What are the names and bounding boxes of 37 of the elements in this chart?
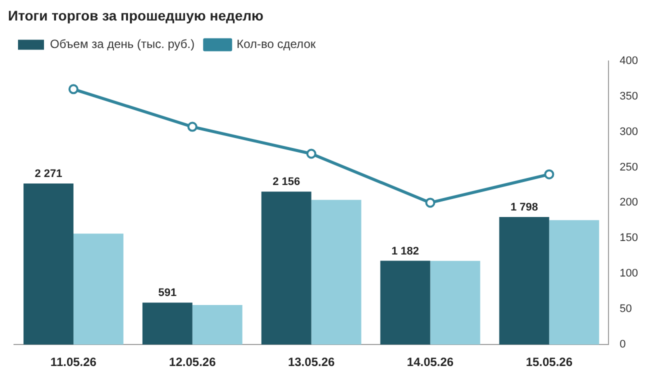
y2-tick-label: 350 [620,90,638,102]
data-label: 1 182 [392,245,420,258]
bar [499,217,550,345]
data-label: 591 [158,287,177,300]
bar [24,183,74,345]
y2-tick-label: 50 [620,303,632,316]
x-tick-label: 12.05.26 [169,355,216,370]
point [187,122,198,132]
y2-tick-label: 0 [620,338,626,351]
point [425,198,436,208]
x-tick-label: 15.05.26 [526,355,573,370]
data-label: 2 156 [272,176,300,188]
x-tick-label: 11.05.26 [50,355,97,370]
y2-tick-label: 300 [620,126,638,138]
bar [311,200,362,345]
data-label: 1 798 [510,202,538,214]
x-tick-label: 14.05.26 [406,355,454,370]
y2-tick-label: 150 [620,232,638,244]
y2-tick-label: 200 [620,196,638,209]
legend-label: Кол-во сделок [236,37,316,52]
y2-tick-label: 100 [620,268,638,280]
point [306,148,316,159]
point [544,169,554,180]
bar [73,234,124,345]
bar [380,260,430,345]
bar [430,260,480,345]
y2-tick-label: 250 [620,161,638,174]
x-tick-label: 13.05.26 [288,355,335,370]
data-label: 2 271 [34,168,62,180]
bar [261,192,312,345]
y2-tick-label: 400 [620,54,638,67]
bar [142,302,192,345]
chart-title: Итоги торгов за прошедшую неделю [8,7,264,24]
point [68,84,78,94]
bar [192,305,242,345]
bar [549,220,600,345]
legend-label: Объем за день (тыс. руб.) [50,37,195,52]
